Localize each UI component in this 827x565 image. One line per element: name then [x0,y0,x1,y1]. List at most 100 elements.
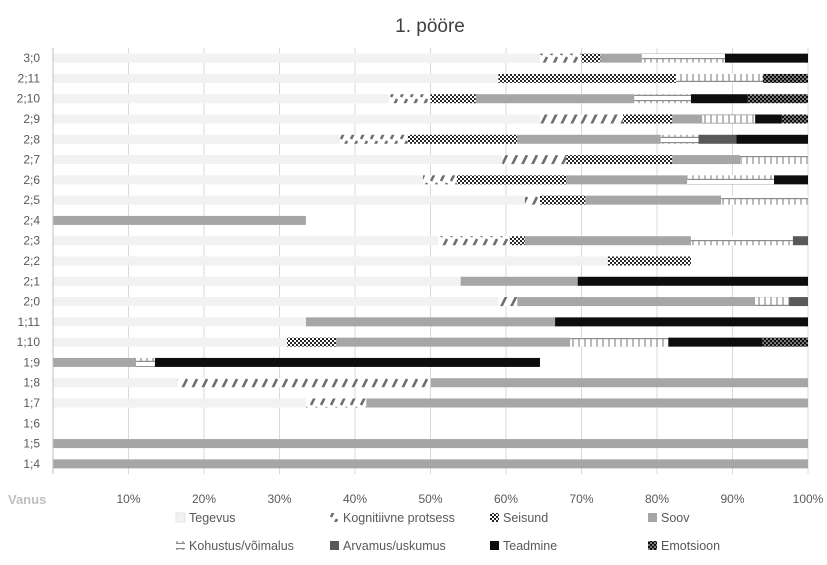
bar-segment [755,114,782,124]
bar-segment [721,195,808,205]
bar-segment [539,195,586,205]
bar-segment [623,114,673,124]
bar-segment [509,236,525,246]
bar-segment [585,195,722,205]
legend-swatch [330,513,339,522]
y-tick-label: 2;10 [17,92,41,106]
y-tick-label: 2;2 [23,254,40,268]
x-tick-label: 10% [116,492,140,506]
legend-label: Emotsioon [661,539,720,553]
y-tick-label: 2;5 [23,193,40,207]
x-tick-label: 40% [343,492,367,506]
axes: 10% 20% 30% 40% 50% 60% 70% 80% 90% 100% 3;0 2;11 2;… [17,48,824,506]
bar-segment [668,337,763,347]
x-tick-label: 20% [192,492,216,506]
legend-swatch [330,541,339,550]
y-tick-label: 2;9 [23,112,40,126]
y-tick-label: 2;3 [23,234,40,248]
legend-swatch [490,541,499,550]
bar-segment [53,73,499,83]
bar-segment [570,337,669,347]
y-tick-label: 2;0 [23,295,40,309]
legend-label: Kognitiivne protsess [343,511,455,525]
y-tick-label: 1;8 [23,376,40,390]
bar-segment [456,175,567,185]
bar-segment [517,297,756,307]
bar-segment [53,195,525,205]
bar-segment [690,94,748,104]
bar-segment [388,94,431,104]
bar-segment [747,94,808,104]
bar-segment [755,297,790,307]
bar-segment [740,155,808,165]
bar-segment [53,337,288,347]
bar-segment [687,175,775,185]
bar-segment [736,134,808,144]
bar-segment [438,236,510,246]
bar-segment [498,73,676,83]
bar-segment [524,236,691,246]
bar-segment [305,398,367,408]
bar-segment [53,276,461,286]
bar-segment [539,114,624,124]
x-tick-label: 100% [793,492,824,506]
bars [53,53,808,469]
bar-segment [634,94,691,104]
bar-segment [724,53,808,63]
bar-segment [555,317,808,327]
x-tick-label: 70% [569,492,593,506]
y-tick-label: 2;4 [23,213,40,227]
legend-swatch [648,513,657,522]
y-axis-title: Vanus [8,492,46,507]
y-tick-label: 1;7 [23,396,40,410]
bar-segment [789,297,808,307]
bar-segment [672,114,703,124]
legend: Tegevus Kognitiivne protsess Seisund Soov Ko… [175,511,720,553]
y-tick-label: 2;1 [23,274,40,288]
bar-segment [762,337,808,347]
bar-segment [607,256,691,266]
bar-segment [154,357,540,367]
bar-segment [762,73,808,83]
bar-segment [53,459,808,469]
bar-segment [524,195,540,205]
bar-segment [407,134,518,144]
bar-segment [53,155,503,165]
bar-segment [702,114,756,124]
y-tick-label: 1;11 [18,315,41,329]
bar-segment [475,94,635,104]
bar-segment [566,175,688,185]
bar-segment [792,236,808,246]
legend-swatch [648,541,657,550]
bar-segment [517,134,661,144]
bar-segment [177,378,431,388]
y-tick-label: 1;4 [23,457,40,471]
legend-label: Soov [661,511,690,525]
bar-segment [53,357,137,367]
bar-segment [53,256,608,266]
bar-segment [53,215,306,225]
y-tick-label: 1;5 [23,437,40,451]
legend-swatch [175,512,186,523]
bar-segment [53,297,499,307]
bar-segment [339,134,408,144]
bar-segment [53,398,306,408]
bar-segment [53,236,439,246]
bar-segment [430,378,808,388]
bar-segment [53,94,389,104]
y-tick-label: 1;6 [23,416,40,430]
bar-segment [53,175,423,185]
bar-segment [641,53,725,63]
bar-segment [600,53,642,63]
y-tick-label: 3;0 [23,51,40,65]
legend-label: Arvamus/uskumus [343,539,446,553]
bar-segment [539,53,582,63]
x-tick-label: 50% [418,492,442,506]
y-tick-label: 2;7 [23,153,40,167]
bar-segment [136,357,155,367]
bar-segment [287,337,337,347]
x-tick-label: 30% [267,492,291,506]
chart-title: 1. pööre [395,16,465,37]
bar-segment [774,175,808,185]
